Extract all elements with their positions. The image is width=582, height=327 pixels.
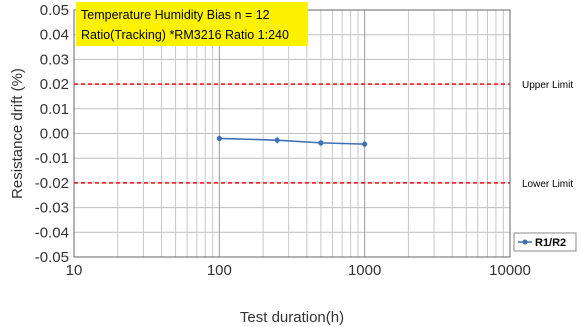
y-tick-labels: 0.05 0.04 0.03 0.02 0.01 0.00 -0.01 -0.02 -0.03 -… — [35, 2, 69, 266]
reference-lines — [74, 83, 510, 184]
y-tick-label: -0.02 — [35, 175, 69, 192]
y-tick-label: -0.01 — [35, 150, 69, 167]
y-tick-label: 0.03 — [40, 51, 69, 68]
data-point — [318, 140, 324, 146]
y-tick-label: -0.04 — [35, 224, 69, 241]
legend-label-r1-r2: R1/R2 — [535, 237, 566, 249]
y-tick-label: -0.05 — [35, 249, 69, 266]
legend: R1/R2 — [513, 232, 577, 252]
y-tick-label: 0.04 — [40, 27, 69, 44]
title-background — [76, 2, 308, 46]
chart-title-line-2: Ratio(Tracking) *RM3216 Ratio 1:240 — [81, 28, 289, 42]
lower-limit-label: Lower Limit — [522, 179, 573, 190]
x-tick-labels: 10 100 1000 10000 — [66, 262, 531, 279]
data-point — [274, 137, 280, 143]
grid — [73, 9, 510, 258]
x-tick-label: 10000 — [489, 262, 531, 279]
y-tick-label: 0.00 — [40, 126, 69, 143]
series-layer — [216, 134, 368, 148]
limit-labels: Upper Limit Lower Limit — [522, 80, 573, 190]
chart-title-line-1: Temperature Humidity Bias n = 12 — [81, 8, 270, 22]
y-axis-label: Resistance drift (%) — [9, 68, 26, 199]
data-point — [216, 135, 222, 142]
series-line-r1-r2 — [219, 137, 365, 145]
legend-box — [513, 232, 577, 252]
y-tick-label: 0.05 — [40, 2, 69, 19]
data-point — [362, 141, 368, 147]
x-axis-label: Test duration(h) — [240, 309, 344, 326]
upper-limit-label: Upper Limit — [522, 80, 573, 91]
chart-title-box: Temperature Humidity Bias n = 12 Ratio(T… — [76, 2, 308, 46]
x-tick-label: 1000 — [348, 262, 381, 279]
y-tick-label: 0.01 — [40, 101, 69, 118]
y-tick-label: -0.03 — [35, 200, 69, 217]
x-tick-label: 100 — [207, 262, 232, 279]
x-tick-label: 10 — [66, 262, 83, 279]
legend-marker — [522, 239, 528, 245]
y-tick-label: 0.02 — [40, 76, 69, 93]
